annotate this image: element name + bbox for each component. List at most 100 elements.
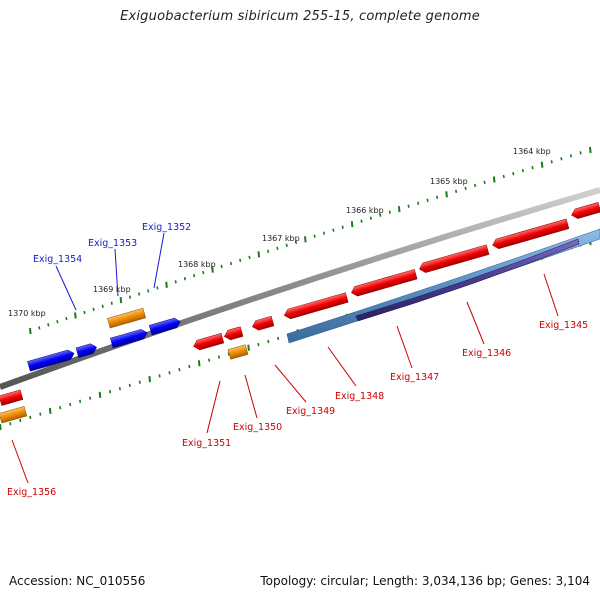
topology-text: Topology: circular; Length: 3,034,136 bp…	[260, 574, 590, 588]
kbp-label-1366: 1366 kbp	[346, 206, 384, 215]
scale-tick	[208, 358, 211, 362]
scale-tick	[197, 360, 201, 367]
gene-exig-1345[interactable]	[570, 202, 600, 220]
scale-tick	[108, 390, 112, 394]
rna-exig-1350[interactable]	[227, 344, 249, 360]
scale-tick	[98, 391, 102, 398]
scale-tick	[426, 198, 429, 202]
scale-tick	[407, 204, 410, 208]
scale-tick	[417, 201, 420, 205]
leader-exig-1346	[466, 301, 485, 345]
gene-exig-1356[interactable]	[0, 389, 24, 406]
gene-exig-1353[interactable]	[107, 307, 146, 329]
scale-tick	[56, 320, 59, 324]
scale-tick	[474, 183, 477, 188]
leader-exig-1356	[11, 439, 29, 484]
label-exig-1354: Exig_1354	[33, 254, 82, 265]
scale-tick	[83, 310, 86, 315]
label-exig-1353: Exig_1353	[88, 238, 137, 249]
leader-exig-1348	[327, 346, 357, 387]
gene-exig-1354[interactable]	[27, 349, 76, 372]
scale-tick	[119, 297, 123, 304]
kbp-label-1367: 1367 kbp	[262, 234, 300, 243]
scale-tick	[128, 295, 132, 299]
gene-exig-1354b[interactable]	[75, 342, 98, 358]
leader-exig-1349	[274, 364, 307, 403]
scale-tick	[560, 157, 563, 161]
gene-exig-1351b[interactable]	[192, 333, 225, 351]
scale-tick	[29, 415, 32, 419]
scale-tick	[158, 374, 161, 378]
scale-tick	[455, 189, 458, 193]
scale-tick	[550, 160, 553, 164]
scale-tick	[168, 371, 171, 375]
scale-tick	[39, 412, 42, 416]
scale-tick	[313, 234, 316, 238]
scale-tick	[247, 344, 250, 351]
gene-exig-1352[interactable]	[148, 317, 182, 336]
scale-tick	[332, 228, 335, 232]
scale-tick	[118, 386, 121, 391]
scale-tick	[89, 396, 92, 400]
scale-tick	[483, 180, 486, 185]
scale-tick	[248, 255, 251, 260]
scale-tick	[165, 281, 168, 288]
scale-tick	[202, 270, 205, 275]
gene-exig-1349[interactable]	[283, 292, 349, 321]
gene-exig-1347[interactable]	[418, 244, 490, 274]
scale-tick	[79, 399, 82, 403]
leader-exig-1352	[153, 232, 165, 289]
gene-exig-1353b[interactable]	[110, 328, 148, 349]
kbp-label-1369: 1369 kbp	[93, 285, 131, 294]
scale-tick	[211, 266, 214, 273]
scale-tick	[29, 327, 32, 335]
kbp-label-1365: 1365 kbp	[430, 177, 468, 186]
scale-tick	[59, 406, 62, 410]
gene-exig-1346[interactable]	[491, 218, 570, 250]
leader-exig-1351	[206, 380, 221, 434]
scale-tick	[220, 264, 223, 269]
scale-tick	[540, 161, 544, 168]
scale-tick	[147, 289, 150, 293]
rna-exig-1356[interactable]	[0, 406, 28, 424]
feature-track-purple[interactable]	[355, 238, 580, 322]
scale-tick	[110, 301, 113, 305]
scale-tick	[156, 286, 159, 290]
scale-tick	[267, 249, 270, 253]
scale-tick	[322, 231, 326, 235]
label-exig-1347: Exig_1347	[390, 372, 439, 383]
accession-text: Accession: NC_010556	[9, 574, 146, 588]
gene-exig-1350[interactable]	[251, 315, 275, 331]
leader-exig-1345	[543, 273, 559, 317]
scale-tick	[464, 186, 467, 191]
label-exig-1356: Exig_1356	[7, 487, 56, 498]
gene-exig-1351[interactable]	[223, 326, 244, 342]
scale-tick	[379, 213, 382, 217]
reverse-genes	[0, 202, 600, 424]
label-exig-1351: Exig_1351	[182, 438, 231, 449]
scale-tick	[128, 383, 131, 388]
scale-tick	[65, 316, 68, 321]
scale-tick	[48, 407, 52, 414]
scale-tick	[589, 146, 592, 154]
scale-tick	[294, 240, 298, 244]
scale-tick	[188, 364, 191, 369]
scale-tick	[178, 367, 181, 372]
scale-tick	[174, 280, 177, 284]
kbp-label-1370: 1370 kbp	[8, 309, 46, 318]
scale-tick	[341, 225, 344, 229]
leader-exig-1354	[55, 265, 77, 311]
scale-tick	[304, 236, 307, 243]
scale-tick	[285, 243, 288, 247]
gene-exig-1348[interactable]	[350, 269, 418, 297]
kbp-label-1368: 1368 kbp	[178, 260, 216, 269]
scale-tick	[217, 355, 221, 359]
scale-tick	[521, 168, 524, 173]
scale-tick	[148, 376, 151, 383]
scale-tick	[569, 154, 573, 158]
leader-exig-1353	[114, 248, 119, 297]
scale-tick	[69, 402, 72, 407]
label-exig-1352: Exig_1352	[142, 222, 191, 233]
genome-backbone	[0, 187, 600, 390]
scale-tick	[138, 380, 141, 384]
